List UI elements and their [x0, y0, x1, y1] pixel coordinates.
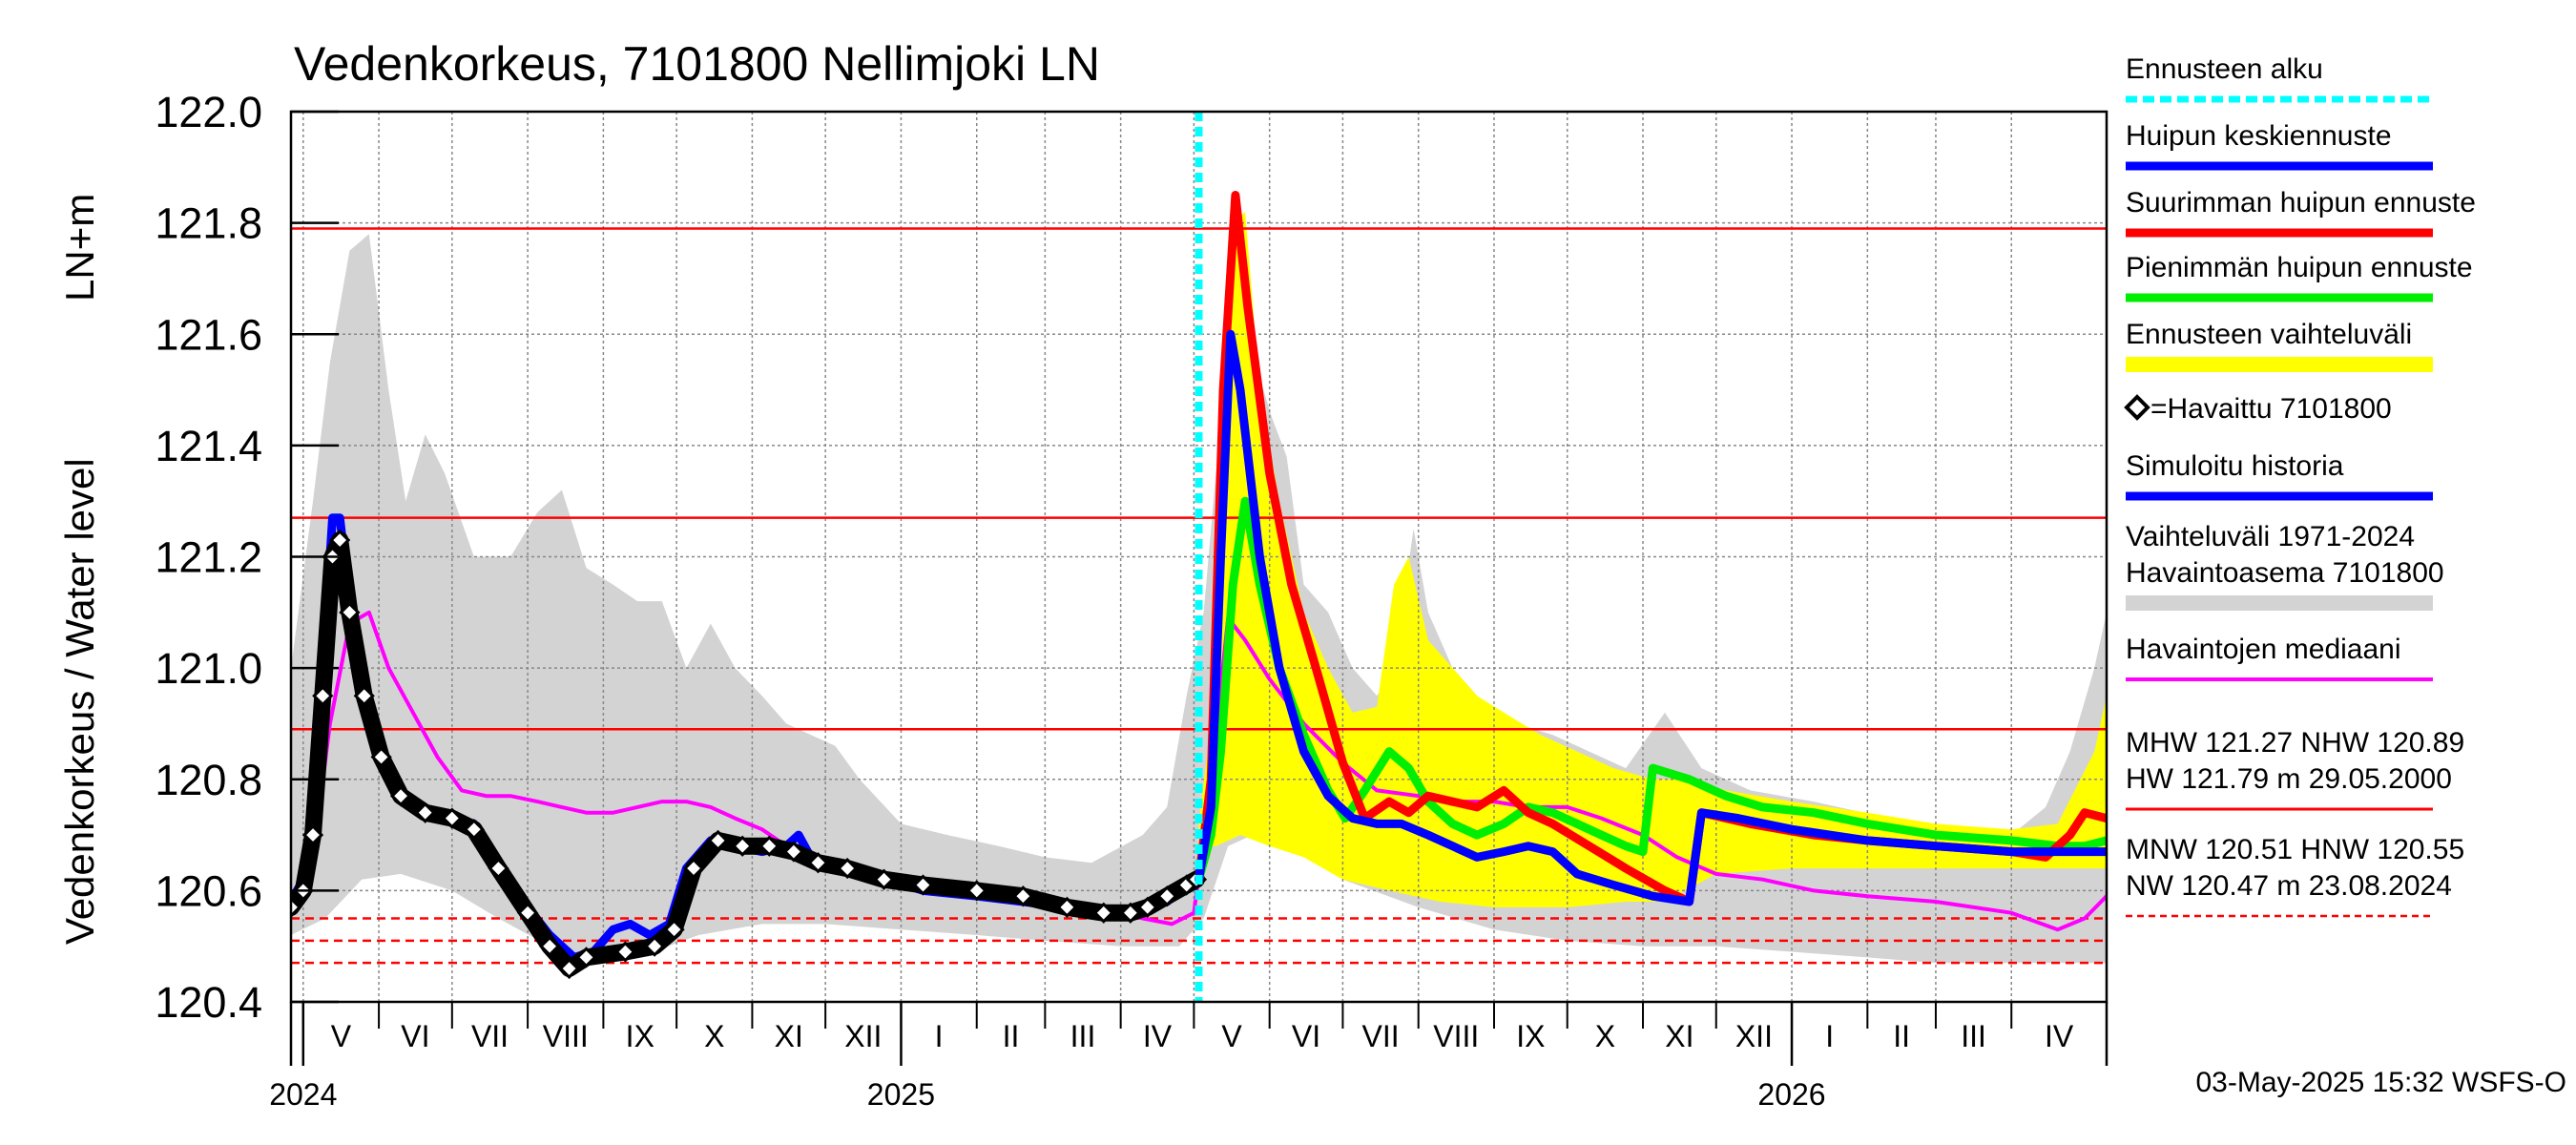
observed-point-28	[873, 868, 895, 890]
y-tick-label-1: 120.6	[155, 866, 262, 915]
legend-label-havaintojen-mediaani: Havaintojen mediaani	[2126, 634, 2401, 665]
month-label-16: IX	[1516, 1019, 1545, 1053]
month-label-20: I	[1825, 1019, 1834, 1053]
observed-point-15	[539, 935, 561, 957]
month-label-9: II	[1003, 1019, 1020, 1053]
legend-label-vaihteluva-li-1971-2024: Vaihteluväli 1971-2024	[2126, 521, 2415, 552]
year-label-2026: 2026	[1757, 1077, 1825, 1112]
y-axis-unit: LN+m	[57, 194, 102, 302]
legend-label-mnw-120-51-hnw-120-55: MNW 120.51 HNW 120.55	[2126, 834, 2464, 865]
month-label-3: VIII	[543, 1019, 589, 1053]
observed-point-12	[463, 819, 485, 841]
y-tick-label-2: 120.8	[155, 756, 262, 804]
legend-label-simuloitu-historia: Simuloitu historia	[2126, 450, 2344, 482]
observed-point-10	[414, 802, 436, 823]
month-label-2: VII	[471, 1019, 509, 1053]
y-tick-label-8: 122.0	[155, 88, 262, 136]
month-label-5: X	[704, 1019, 724, 1053]
observed-point-32	[1056, 896, 1078, 918]
observed-point-3	[312, 685, 334, 707]
observed-point-9	[389, 785, 412, 807]
y-tick-label-7: 121.8	[155, 199, 262, 248]
month-label-4: IX	[626, 1019, 654, 1053]
chart-title: Vedenkorkeus, 7101800 Nellimjoki LN	[294, 37, 1100, 91]
month-label-11: IV	[1143, 1019, 1173, 1053]
month-label-21: II	[1893, 1019, 1910, 1053]
year-label-2024: 2024	[269, 1077, 337, 1112]
y-tick-label-3: 121.0	[155, 644, 262, 693]
observed-point-22	[707, 829, 729, 852]
observed-point-11	[441, 807, 463, 829]
month-label-22: III	[1961, 1019, 1986, 1053]
observed-point-7	[353, 685, 375, 707]
observed-point-26	[807, 852, 829, 874]
observed-point-34	[1119, 902, 1142, 924]
month-label-15: VIII	[1433, 1019, 1479, 1053]
observed-point-14	[516, 902, 539, 924]
legend-label-ennusteen-alku: Ennusteen alku	[2126, 53, 2323, 85]
legend-label-ennusteen-vaihteluva-li: Ennusteen vaihteluväli	[2126, 319, 2412, 350]
month-label-12: V	[1221, 1019, 1242, 1053]
observed-point-6	[339, 601, 361, 623]
month-label-14: VII	[1362, 1019, 1400, 1053]
plot-area: 120.4 120.6 120.8 121.0 121.2 121.4 121.6 121.8…	[155, 88, 2109, 1112]
observed-point-24	[758, 835, 780, 857]
observed-point-25	[782, 841, 805, 863]
legend-label2-mnw-120-51-hnw-120-55: NW 120.47 m 23.08.2024	[2126, 870, 2452, 902]
legend-label-mhw-121-27-nhw-120-89: MHW 121.27 NHW 120.89	[2126, 727, 2464, 759]
observed-point-30	[966, 880, 987, 902]
observed-point-33	[1092, 902, 1114, 924]
legend-label2-vaihteluva-li-1971-2024: Havaintoasema 7101800	[2126, 557, 2444, 589]
observed-point-21	[682, 857, 705, 880]
month-label-10: III	[1070, 1019, 1096, 1053]
month-label-18: XI	[1665, 1019, 1693, 1053]
month-label-1: VI	[401, 1019, 429, 1053]
observed-point-23	[732, 835, 754, 857]
plot-content	[291, 112, 2107, 1002]
observed-point-20	[663, 919, 685, 941]
month-label-13: VI	[1292, 1019, 1320, 1053]
legend: Ennusteen alku Huipun keskiennuste Suurimm…	[2124, 53, 2476, 918]
observed-point-17	[575, 947, 597, 968]
legend-label-havaittu-7101800: =Havaittu 7101800	[2150, 393, 2392, 425]
series-line-huipun-keskiennuste	[1195, 329, 2107, 906]
observed-point-27	[837, 857, 859, 880]
month-label-7: XII	[844, 1019, 882, 1053]
month-label-19: XII	[1735, 1019, 1773, 1053]
legend-label2-mhw-121-27-nhw-120-89: HW 121.79 m 29.05.2000	[2126, 763, 2452, 795]
month-label-6: XI	[775, 1019, 803, 1053]
y-axis-label: Vedenkorkeus / Water level	[57, 458, 102, 945]
observed-point-16	[558, 957, 580, 980]
year-label-2025: 2025	[867, 1077, 935, 1112]
observed-point-0	[291, 896, 302, 918]
observed-point-29	[912, 874, 934, 896]
observed-point-18	[614, 941, 636, 963]
observed-point-2	[301, 823, 324, 846]
observed-point-19	[643, 935, 666, 957]
forecast-range-band	[1198, 212, 2107, 907]
y-tick-label-4: 121.2	[155, 533, 262, 582]
month-label-17: X	[1595, 1019, 1615, 1053]
legend-label-suurimman-huipun-ennuste: Suurimman huipun ennuste	[2126, 187, 2476, 219]
observed-point-8	[370, 746, 392, 768]
legend-label-huipun-keskiennuste: Huipun keskiennuste	[2126, 120, 2392, 152]
observed-point-36	[1156, 885, 1178, 907]
observed-point-35	[1136, 896, 1158, 918]
y-tick-label-5: 121.4	[155, 422, 262, 470]
month-label-0: V	[331, 1019, 352, 1053]
y-tick-label-0: 120.4	[155, 978, 262, 1027]
timestamp: 03-May-2025 15:32 WSFS-O	[2196, 1067, 2567, 1098]
month-label-8: I	[935, 1019, 944, 1053]
observed-point-13	[488, 857, 509, 880]
y-tick-label-6: 121.6	[155, 310, 262, 359]
observed-point-31	[1012, 885, 1034, 907]
month-label-23: IV	[2045, 1019, 2074, 1053]
legend-swatch-havaittu-7101800	[2124, 394, 2150, 421]
observed-point-5	[329, 529, 351, 552]
legend-label-pienimma-n-huipun-ennuste: Pienimmän huipun ennuste	[2126, 252, 2473, 283]
